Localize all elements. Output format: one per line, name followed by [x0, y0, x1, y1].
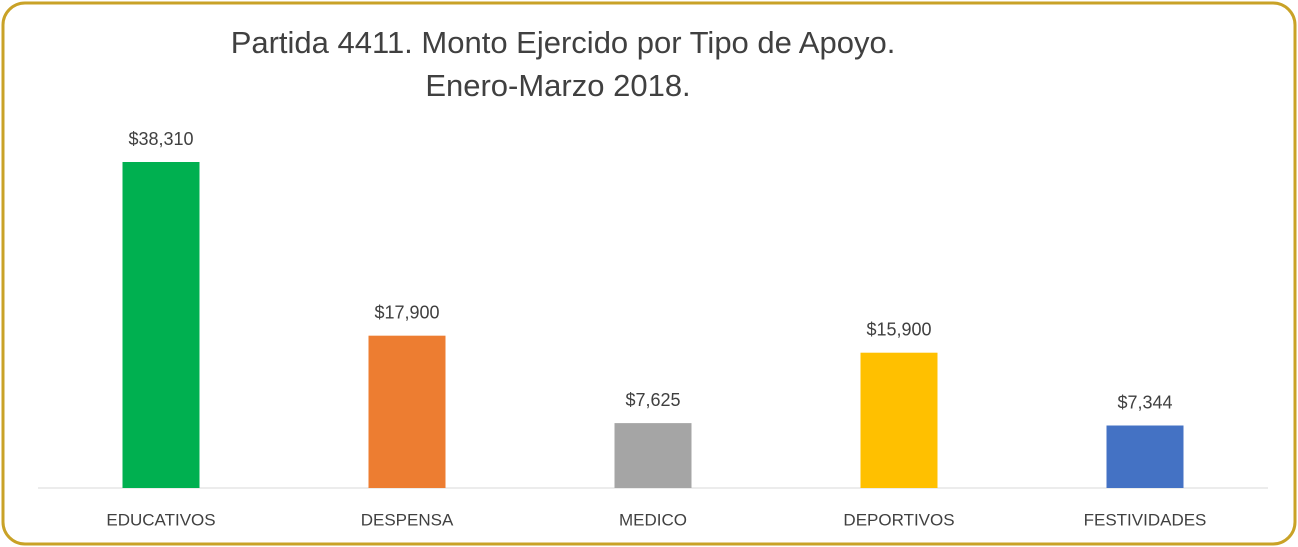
value-label: $38,310: [128, 129, 193, 149]
x-tick-label: MEDICO: [619, 510, 687, 529]
value-label: $15,900: [866, 319, 931, 339]
x-tick-label: FESTIVIDADES: [1084, 510, 1207, 529]
bar: [368, 335, 446, 488]
bar: [1106, 425, 1184, 488]
x-tick-label: EDUCATIVOS: [106, 510, 215, 529]
bar: [860, 352, 938, 488]
x-tick-label: DESPENSA: [361, 510, 454, 529]
chart-title: Partida 4411. Monto Ejercido por Tipo de…: [231, 25, 896, 60]
value-label: $17,900: [374, 302, 439, 322]
bar: [122, 162, 200, 488]
bar: [614, 423, 692, 488]
chart-subtitle: Enero-Marzo 2018.: [425, 68, 690, 103]
value-label: $7,344: [1117, 392, 1172, 412]
value-label: $7,625: [625, 390, 680, 410]
x-tick-label: DEPORTIVOS: [843, 510, 954, 529]
